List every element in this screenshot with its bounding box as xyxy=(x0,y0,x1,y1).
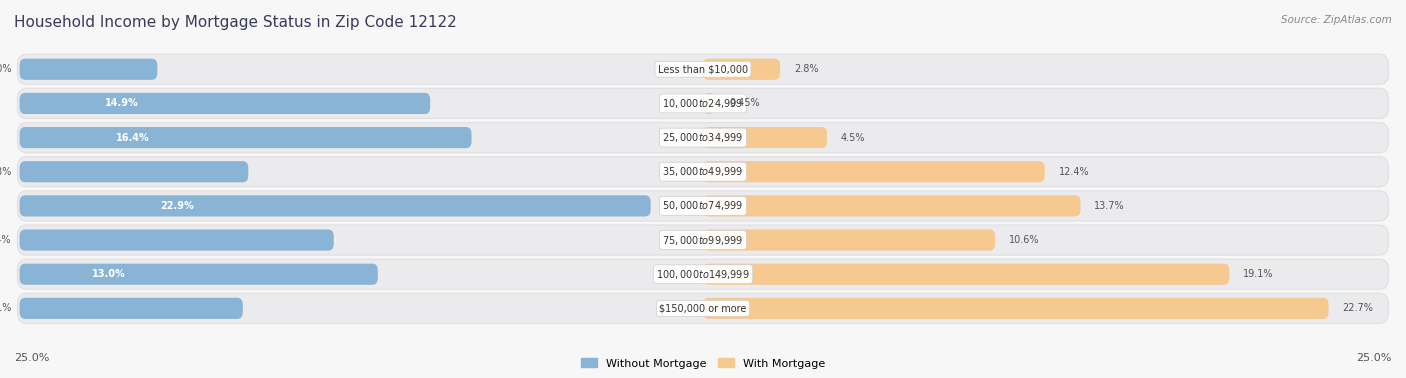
FancyBboxPatch shape xyxy=(20,263,378,285)
Text: 22.9%: 22.9% xyxy=(160,201,194,211)
Text: 4.5%: 4.5% xyxy=(841,133,865,143)
Text: 13.0%: 13.0% xyxy=(93,269,127,279)
FancyBboxPatch shape xyxy=(17,190,1389,222)
Text: 14.9%: 14.9% xyxy=(105,98,139,108)
Text: 25.0%: 25.0% xyxy=(1357,353,1392,363)
FancyBboxPatch shape xyxy=(18,192,1388,220)
Text: 8.3%: 8.3% xyxy=(0,167,11,177)
FancyBboxPatch shape xyxy=(17,259,1389,290)
FancyBboxPatch shape xyxy=(18,123,1388,152)
Text: $150,000 or more: $150,000 or more xyxy=(659,304,747,313)
Text: 22.7%: 22.7% xyxy=(1343,304,1374,313)
Legend: Without Mortgage, With Mortgage: Without Mortgage, With Mortgage xyxy=(581,358,825,369)
Text: 2.8%: 2.8% xyxy=(794,64,818,74)
Text: $25,000 to $34,999: $25,000 to $34,999 xyxy=(662,131,744,144)
Text: 16.4%: 16.4% xyxy=(115,133,149,143)
Text: $10,000 to $24,999: $10,000 to $24,999 xyxy=(662,97,744,110)
FancyBboxPatch shape xyxy=(18,157,1388,186)
Text: 10.6%: 10.6% xyxy=(1010,235,1039,245)
Text: $35,000 to $49,999: $35,000 to $49,999 xyxy=(662,165,744,178)
Text: 0.45%: 0.45% xyxy=(730,98,759,108)
FancyBboxPatch shape xyxy=(18,55,1388,84)
Text: Less than $10,000: Less than $10,000 xyxy=(658,64,748,74)
Text: $50,000 to $74,999: $50,000 to $74,999 xyxy=(662,200,744,212)
FancyBboxPatch shape xyxy=(703,263,1229,285)
Text: $75,000 to $99,999: $75,000 to $99,999 xyxy=(662,234,744,246)
Text: 13.7%: 13.7% xyxy=(1094,201,1125,211)
FancyBboxPatch shape xyxy=(703,59,780,80)
FancyBboxPatch shape xyxy=(17,122,1389,153)
FancyBboxPatch shape xyxy=(20,59,157,80)
FancyBboxPatch shape xyxy=(703,298,1329,319)
FancyBboxPatch shape xyxy=(20,229,333,251)
FancyBboxPatch shape xyxy=(703,229,995,251)
FancyBboxPatch shape xyxy=(703,161,1045,182)
FancyBboxPatch shape xyxy=(17,293,1389,324)
FancyBboxPatch shape xyxy=(17,156,1389,187)
FancyBboxPatch shape xyxy=(18,226,1388,254)
Text: 8.1%: 8.1% xyxy=(0,304,11,313)
Text: 19.1%: 19.1% xyxy=(1243,269,1274,279)
FancyBboxPatch shape xyxy=(703,195,1081,217)
FancyBboxPatch shape xyxy=(18,260,1388,288)
FancyBboxPatch shape xyxy=(18,89,1388,118)
Text: 25.0%: 25.0% xyxy=(14,353,49,363)
FancyBboxPatch shape xyxy=(20,161,249,182)
FancyBboxPatch shape xyxy=(17,54,1389,85)
Text: Household Income by Mortgage Status in Zip Code 12122: Household Income by Mortgage Status in Z… xyxy=(14,15,457,30)
FancyBboxPatch shape xyxy=(17,88,1389,119)
FancyBboxPatch shape xyxy=(703,93,716,114)
FancyBboxPatch shape xyxy=(20,127,471,148)
Text: Source: ZipAtlas.com: Source: ZipAtlas.com xyxy=(1281,15,1392,25)
Text: 12.4%: 12.4% xyxy=(1059,167,1090,177)
FancyBboxPatch shape xyxy=(20,93,430,114)
Text: $100,000 to $149,999: $100,000 to $149,999 xyxy=(657,268,749,281)
FancyBboxPatch shape xyxy=(18,294,1388,323)
FancyBboxPatch shape xyxy=(17,224,1389,256)
FancyBboxPatch shape xyxy=(20,298,243,319)
FancyBboxPatch shape xyxy=(703,127,827,148)
Text: 11.4%: 11.4% xyxy=(0,235,11,245)
FancyBboxPatch shape xyxy=(20,195,651,217)
Text: 5.0%: 5.0% xyxy=(0,64,11,74)
